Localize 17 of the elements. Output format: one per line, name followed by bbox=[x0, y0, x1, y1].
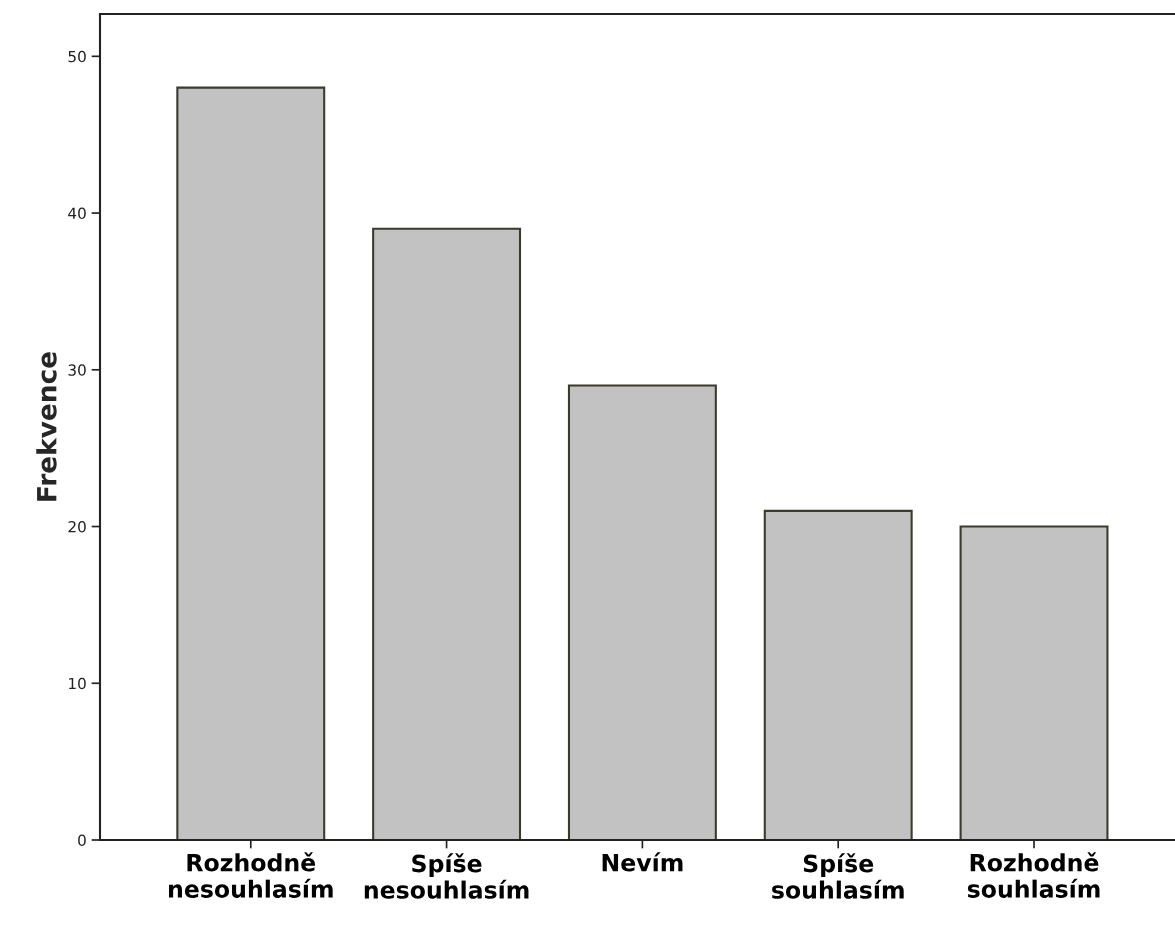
y-tick-label: 30 bbox=[68, 364, 86, 376]
x-tick-label: Nevím bbox=[602, 852, 683, 872]
y-tick-label: 50 bbox=[68, 50, 86, 63]
y-tick-label: 10 bbox=[69, 677, 86, 690]
y-tick-label: 40 bbox=[68, 207, 86, 220]
x-tick-label: Rozhodně nesouhlasím bbox=[169, 852, 333, 898]
x-tick-label: Spíše souhlasím bbox=[772, 853, 904, 899]
bar bbox=[176, 86, 326, 840]
y-tick-label: 0 bbox=[78, 834, 86, 847]
x-tick-label: Spíše nesouhlasím bbox=[364, 853, 529, 899]
x-tick-label: Rozhodně souhlasím bbox=[967, 852, 1100, 898]
y-tick-label: 20 bbox=[68, 520, 86, 533]
bar bbox=[763, 509, 913, 840]
bar bbox=[959, 525, 1109, 840]
y-axis-title: Frekvence bbox=[36, 352, 57, 501]
bar bbox=[372, 227, 522, 840]
bar bbox=[567, 384, 717, 840]
